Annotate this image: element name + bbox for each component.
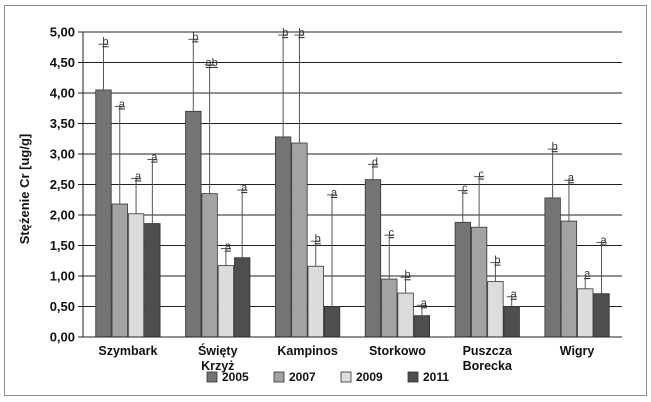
legend-label: 2009 <box>356 370 383 384</box>
category-label: Święty Krzyż <box>198 343 238 373</box>
category-label: Storkowo <box>369 344 426 358</box>
legend-swatch <box>273 371 285 383</box>
significance-label: a <box>225 241 232 253</box>
bar <box>560 220 578 338</box>
y-tick-label: 0,00 <box>50 330 75 345</box>
significance-label: b <box>315 233 321 245</box>
legend-swatch <box>206 371 218 383</box>
y-tick-label: 1,50 <box>50 238 75 253</box>
bar <box>503 306 520 338</box>
bar <box>577 288 594 338</box>
significance-label: d <box>372 156 378 168</box>
significance-label: a <box>241 182 248 194</box>
significance-label: c <box>389 227 395 239</box>
legend-label: 2011 <box>423 370 449 384</box>
y-tick-label: 0,50 <box>50 299 75 314</box>
bar <box>364 179 382 338</box>
significance-label: a <box>119 98 126 110</box>
legend: 2005 2007 2009 2011 <box>206 370 449 384</box>
significance-label: b <box>494 255 500 267</box>
bar <box>185 110 202 338</box>
bar <box>217 265 235 338</box>
bar <box>234 257 251 338</box>
error-bars <box>98 34 607 316</box>
bar <box>487 281 504 338</box>
bar <box>413 315 431 338</box>
bar <box>127 213 145 338</box>
bar <box>397 292 414 338</box>
significance-label: b <box>102 36 108 48</box>
y-tick-label: 4,50 <box>50 55 75 70</box>
significance-label: b <box>282 27 288 39</box>
legend-label: 2007 <box>289 370 316 384</box>
bar <box>381 278 398 338</box>
axes <box>82 32 622 338</box>
bar <box>593 293 610 338</box>
bar <box>470 226 488 338</box>
significance-label: b <box>192 31 198 43</box>
category-label: Wigry <box>560 344 595 358</box>
bar <box>144 223 161 338</box>
significance-label: ab <box>205 57 217 69</box>
category-label: Szymbark <box>98 344 157 358</box>
bar <box>454 221 471 338</box>
legend-swatch <box>340 371 352 383</box>
significance-label: a <box>584 268 591 280</box>
y-axis-ticks: 0,00 0,50 1,00 1,50 2,00 2,50 3,00 3,50 4,00 4,50… <box>50 25 83 345</box>
bar <box>323 306 341 338</box>
category-label: Puszcza Borecka <box>463 344 513 373</box>
significance-label: b <box>405 269 411 281</box>
bar <box>291 142 308 338</box>
y-tick-label: 5,00 <box>50 25 75 40</box>
y-tick-label: 4,00 <box>50 86 75 101</box>
category-label: Kampinos <box>277 344 337 358</box>
bar <box>201 193 218 338</box>
legend-label: 2005 <box>222 370 249 384</box>
y-axis-label: Stężenie Cr [ug/g] <box>17 134 32 245</box>
significance-label: a <box>331 187 338 199</box>
bar <box>307 265 324 338</box>
y-tick-label: 3,50 <box>50 116 75 131</box>
bar <box>544 197 561 338</box>
y-tick-label: 2,50 <box>50 177 75 192</box>
significance-label: a <box>511 289 518 301</box>
significance-label: a <box>135 170 142 182</box>
y-tick-label: 2,00 <box>50 208 75 223</box>
significance-label: a <box>568 172 575 184</box>
gridlines <box>83 31 622 307</box>
significance-label: a <box>151 151 158 163</box>
bars <box>95 89 610 338</box>
significance-label: c <box>478 169 484 181</box>
category-labels: Szymbark Święty Krzyż Kampinos Storkowo Puszc… <box>98 343 594 373</box>
legend-swatch <box>407 371 419 383</box>
significance-label: a <box>421 297 428 309</box>
significance-label: b <box>552 141 558 153</box>
y-tick-label: 1,00 <box>50 269 75 284</box>
bar-chart: 0,00 0,50 1,00 1,50 2,00 2,50 3,00 3,50 4,00 4,50… <box>17 25 622 384</box>
significance-label: b <box>298 27 304 39</box>
bar <box>111 203 128 338</box>
significance-label: c <box>462 183 468 195</box>
bar <box>274 136 292 338</box>
bar <box>95 89 112 338</box>
y-tick-label: 3,00 <box>50 147 75 162</box>
significance-label: a <box>600 234 607 246</box>
chart-frame: 0,00 0,50 1,00 1,50 2,00 2,50 3,00 3,50 4,00 4,50… <box>4 5 647 396</box>
